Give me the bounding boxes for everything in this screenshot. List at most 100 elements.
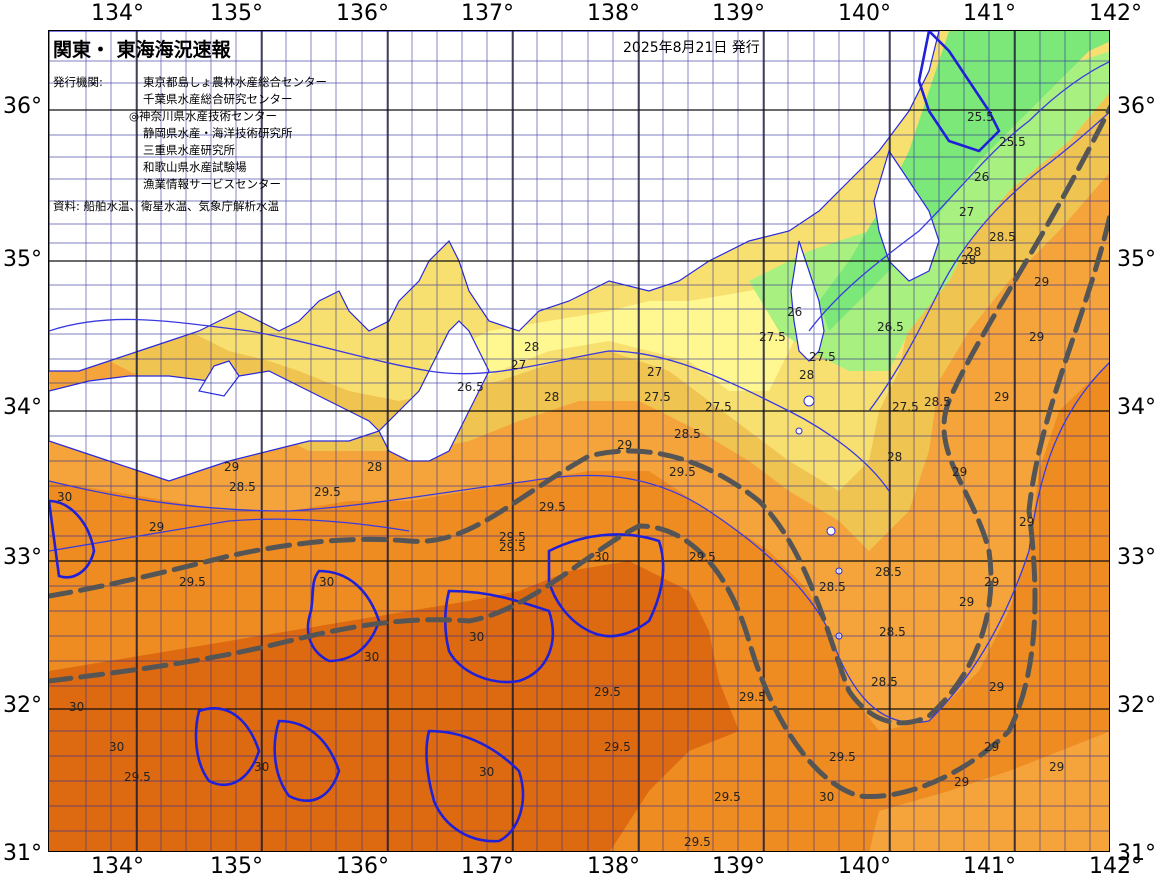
temp-label: 28 [544,390,559,404]
lon-label-top: 140° [838,1,891,26]
temp-label: 26.5 [877,320,904,334]
lat-label-right: 32° [1117,693,1156,718]
lat-label-right: 35° [1117,247,1156,272]
temp-label: 29 [989,680,1004,694]
organization: 和歌山県水産試験場 [143,160,247,174]
organization: 漁業情報サービスセンター [143,177,281,191]
lon-label-top: 134° [91,1,144,26]
land-awaji [198,360,240,397]
lat-label-left: 31° [3,841,42,866]
lat-label-left: 35° [3,247,42,272]
isotherm-contours [49,61,1109,724]
lat-label-right: 34° [1117,395,1156,420]
temp-label: 29 [984,575,999,589]
contour-30-blue [49,31,1001,843]
temp-label: 30 [819,790,834,804]
temp-label: 29 [617,438,632,452]
sea-zone-26-5 [429,281,809,391]
temp-label: 29.5 [499,530,526,544]
temp-label: 29 [994,390,1009,404]
temp-label: 28 [966,245,981,259]
sea-zone-29-south [610,731,879,851]
temp-label: 26 [787,305,802,319]
organization: 東京都島しょ農林水産総合センター [143,75,327,89]
temp-label: 28 [799,368,814,382]
island-kozu [795,427,803,435]
temp-label: 29.5 [539,500,566,514]
lon-label-bottom: 138° [587,854,640,879]
temp-label: 29 [1034,275,1049,289]
temp-label: 30 [319,575,334,589]
lat-label-left: 32° [3,693,42,718]
temp-label: 27 [511,358,526,372]
lat-label-left: 34° [3,395,42,420]
issue-date: 2025年8月21日 発行 [623,40,760,56]
lon-label-bottom: 140° [838,854,891,879]
temp-label: 27.5 [705,400,732,414]
lon-label-bottom: 134° [91,854,144,879]
temp-label: 30 [109,740,124,754]
lon-label-bottom: 137° [461,854,514,879]
map-title: 関東・ 東海海況速報 [53,39,231,61]
temp-label: 29.5 [499,540,526,554]
lon-label-bottom: 135° [210,854,263,879]
land-shikoku [49,370,381,482]
temp-label: 30 [364,650,379,664]
island-oshima [803,395,815,407]
sea-temperature-map: 25.5 25.5 26 27 28 28.5 28 26 26.5 27.5 … [48,30,1110,852]
temp-label: 29 [954,775,969,789]
organization: 千葉県水産総合研究センター [143,92,293,106]
temp-label: 27.5 [759,330,786,344]
island-miyake [826,526,836,536]
organization: 三重県水産研究所 [143,143,235,157]
temp-label: 28 [367,460,382,474]
temp-label: 29.5 [829,750,856,764]
temp-label: 26.5 [457,380,484,394]
temp-label: 30 [57,490,72,504]
temp-label: 30 [69,700,84,714]
temp-label: 29.5 [689,550,716,564]
kuroshio-axis [49,104,1109,800]
temp-label: 28 [524,340,539,354]
temp-label: 29.5 [604,740,631,754]
organization: ◎神奈川県水産技術センター [129,109,278,123]
lon-label-top: 138° [587,1,640,26]
temp-label: 29.5 [714,790,741,804]
lon-label-top: 142° [1089,1,1142,26]
lat-label-left: 33° [3,545,42,570]
temp-label: 29.5 [669,465,696,479]
temp-label: 30 [594,550,609,564]
temp-label: 28.5 [924,395,951,409]
temp-label: 25.5 [999,135,1026,149]
temp-label: 29 [149,520,164,534]
lon-label-top: 141° [963,1,1016,26]
temp-label: 28.5 [879,625,906,639]
temp-label: 27.5 [892,400,919,414]
temp-label: 30 [469,630,484,644]
temp-label: 26 [974,170,989,184]
temp-label: 30 [479,765,494,779]
temp-label: 29.5 [739,690,766,704]
lat-label-right: 33° [1117,545,1156,570]
temp-label: 28.5 [871,675,898,689]
temp-label: 28 [961,253,976,267]
temp-label: 27.5 [644,390,671,404]
temp-label: 27.5 [809,350,836,364]
temperature-labels: 25.5 25.5 26 27 28 28.5 28 26 26.5 27.5 … [57,110,1064,849]
temp-label: 29.5 [594,685,621,699]
temp-label: 29 [952,465,967,479]
organization: 静岡県水産・海洋技術研究所 [143,126,293,140]
lon-label-top: 136° [336,1,389,26]
map-canvas: 25.5 25.5 26 27 28 28.5 28 26 26.5 27.5 … [49,31,1109,851]
temp-label: 27 [959,205,974,219]
temp-label: 28 [887,450,902,464]
temp-label: 25.5 [967,110,994,124]
lon-label-bottom: 139° [712,854,765,879]
temp-label: 27 [647,365,662,379]
grid-lines [49,31,1109,851]
lon-label-bottom: 142° [1089,854,1142,879]
lon-label-top: 139° [712,1,765,26]
temp-label: 29 [959,595,974,609]
temp-label: 29 [1019,515,1034,529]
temp-label: 29.5 [314,485,341,499]
